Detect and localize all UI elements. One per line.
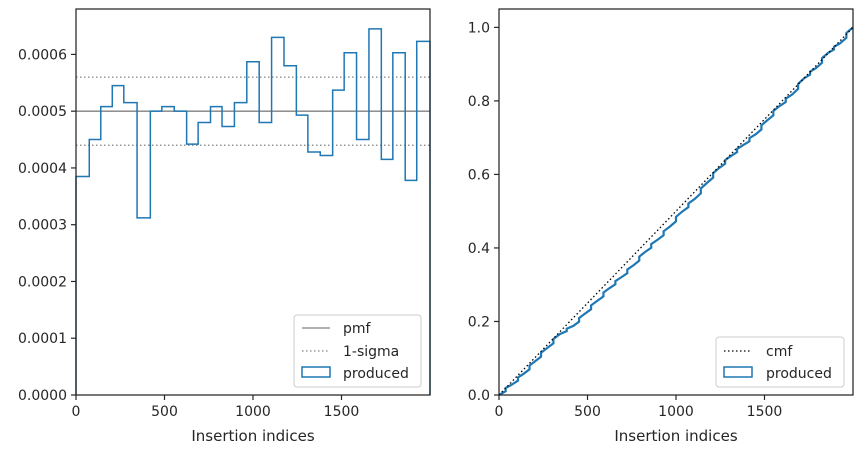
x-tick-label-1-2: 1000 xyxy=(658,404,694,420)
y-tick-label-0-2: 0.0002 xyxy=(18,274,67,290)
left-legend: pmf 1-sigma produced xyxy=(293,314,422,388)
x-tick-label-0-1: 500 xyxy=(151,404,178,420)
produced-histogram xyxy=(75,28,431,395)
right-chart-panel: 0 500 1000 1500 0.0 0.2 0.4 0.6 0.8 1.0 Insertion… xyxy=(468,8,854,445)
y-tick-label-1-2: 0.4 xyxy=(468,241,490,257)
x-tick-label-0-3: 1500 xyxy=(324,404,360,420)
right-legend-frame xyxy=(715,336,845,388)
right-x-axis-label: Insertion indices xyxy=(614,427,737,445)
left-x-axis-label: Insertion indices xyxy=(191,427,314,445)
legend-cmf-label: cmf xyxy=(766,344,793,360)
right-legend: cmf produced xyxy=(715,336,845,388)
y-tick-label-0-6: 0.0006 xyxy=(18,47,67,63)
y-tick-label-0-3: 0.0003 xyxy=(18,218,67,234)
legend-produced-label-right: produced xyxy=(766,366,832,382)
x-tick-label-1-1: 500 xyxy=(574,404,601,420)
y-tick-label-1-0: 0.0 xyxy=(468,388,490,404)
y-tick-label-1-3: 0.6 xyxy=(468,167,490,183)
x-tick-label-1-3: 1500 xyxy=(747,404,783,420)
y-tick-label-0-0: 0.0000 xyxy=(18,388,67,404)
y-tick-label-0-5: 0.0005 xyxy=(18,104,67,120)
legend-produced-swatch-right xyxy=(723,366,753,378)
left-chart-panel: 0 500 1000 1500 0.0000 0.0001 0.0002 0.0003 0.00… xyxy=(18,8,431,445)
legend-produced-swatch xyxy=(301,366,331,378)
legend-produced-label: produced xyxy=(343,366,409,382)
right-plot-area xyxy=(499,9,853,395)
cmf-line xyxy=(498,26,854,396)
x-tick-label-1-0: 0 xyxy=(495,404,504,420)
y-tick-label-1-5: 1.0 xyxy=(468,20,490,36)
y-tick-label-1-1: 0.2 xyxy=(468,314,490,330)
y-tick-label-0-4: 0.0004 xyxy=(18,161,67,177)
x-tick-label-0-0: 0 xyxy=(72,404,81,420)
legend-sigma-label: 1-sigma xyxy=(343,344,399,360)
y-tick-label-0-1: 0.0001 xyxy=(18,331,67,347)
left-legend-frame xyxy=(293,314,422,388)
y-tick-label-1-4: 0.8 xyxy=(468,94,490,110)
produced-cdf-line xyxy=(498,26,854,396)
x-tick-label-0-2: 1000 xyxy=(235,404,271,420)
legend-pmf-label: pmf xyxy=(343,321,372,337)
